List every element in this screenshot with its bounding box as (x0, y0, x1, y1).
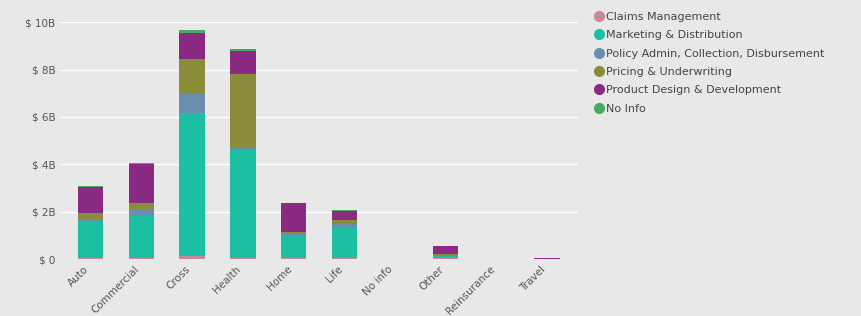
Bar (128, 163, 154, 164)
Bar (128, 204, 154, 209)
Bar (179, 94, 205, 113)
Bar (128, 216, 154, 258)
Bar (78, 187, 103, 213)
Bar (179, 33, 205, 59)
Bar (331, 258, 356, 259)
Bar (230, 150, 255, 258)
Bar (432, 246, 458, 254)
Bar (331, 224, 356, 228)
Bar (179, 59, 205, 94)
Bar (230, 74, 255, 148)
Bar (281, 203, 306, 204)
Bar (78, 213, 103, 219)
Bar (230, 51, 255, 74)
Bar (78, 219, 103, 221)
Bar (230, 148, 255, 150)
Bar (432, 254, 458, 256)
Bar (179, 256, 205, 259)
Bar (281, 232, 306, 233)
Bar (331, 228, 356, 258)
Bar (331, 210, 356, 211)
Bar (432, 258, 458, 259)
Bar (432, 256, 458, 258)
Bar (179, 113, 205, 256)
Bar (534, 258, 559, 259)
Bar (230, 49, 255, 51)
Bar (179, 30, 205, 33)
Bar (128, 210, 154, 216)
Bar (78, 221, 103, 258)
Bar (78, 186, 103, 187)
Bar (128, 258, 154, 259)
Bar (128, 164, 154, 204)
Bar (78, 258, 103, 259)
Legend: Claims Management, Marketing & Distribution, Policy Admin, Collection, Disbursem: Claims Management, Marketing & Distribut… (595, 12, 823, 113)
Bar (281, 204, 306, 232)
Bar (331, 211, 356, 221)
Bar (230, 258, 255, 259)
Bar (281, 233, 306, 235)
Bar (281, 235, 306, 258)
Bar (281, 258, 306, 259)
Bar (331, 221, 356, 224)
